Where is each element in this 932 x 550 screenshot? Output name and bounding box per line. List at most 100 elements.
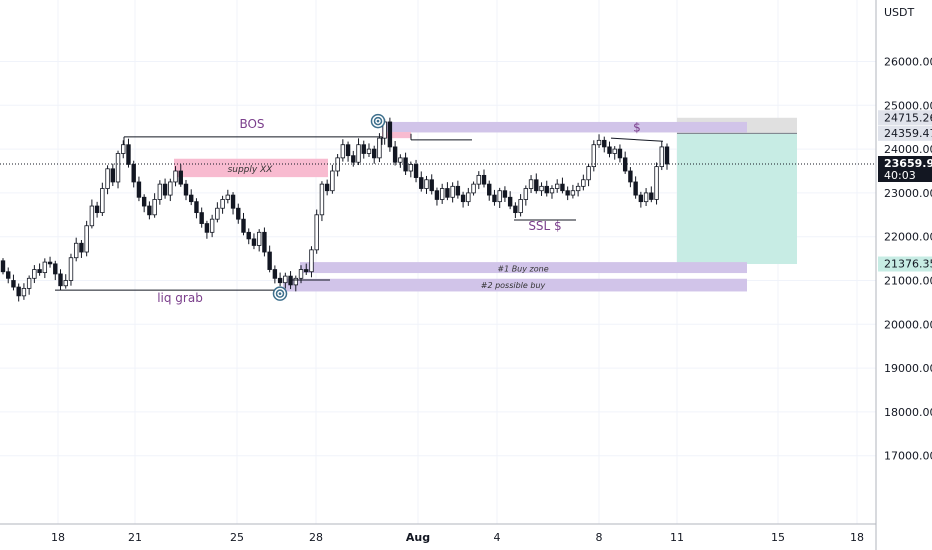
candle-body (298, 269, 304, 279)
candle-body (544, 185, 549, 194)
candle-body (293, 277, 298, 286)
price-badge-label: 21376.35 (884, 258, 932, 271)
price-badge-label: 24715.26 (884, 111, 932, 124)
time-tick-label: 11 (670, 531, 684, 544)
price-tick-label: 26000.00 (884, 56, 932, 69)
candle-body (424, 179, 429, 189)
annotation-lines (0, 113, 876, 301)
candle-body (314, 214, 319, 251)
price-tick-label: 18000.00 (884, 406, 932, 419)
candle-body (492, 194, 497, 203)
candle-body (0, 260, 6, 273)
candle-body (638, 194, 644, 203)
time-tick-label: 15 (771, 531, 785, 544)
candle-body (230, 194, 236, 209)
time-tick-label: 18 (51, 531, 65, 544)
candle-body (445, 188, 450, 198)
price-tick-label: 24000.00 (884, 143, 932, 156)
candle-body (581, 179, 586, 187)
candle-body (26, 277, 32, 289)
candle-body (63, 280, 68, 287)
candle-body (439, 188, 445, 200)
candle-body (68, 257, 74, 281)
candle-body (319, 183, 325, 216)
currency-label: USDT (884, 6, 915, 19)
candle-body (366, 148, 372, 154)
price-badge-bg (878, 155, 932, 182)
candle-body (345, 144, 351, 157)
candle-body (152, 199, 157, 216)
candle-body (549, 188, 555, 194)
time-axis[interactable]: 18 21 25 28 Aug 4 8 11 15 18 (51, 531, 864, 544)
price-tick-label: 19000.00 (884, 362, 932, 375)
candle-body (575, 185, 581, 192)
candle-body (267, 251, 272, 270)
price-badge-bg (878, 110, 932, 126)
candle-body (6, 271, 11, 279)
candle-body (100, 188, 105, 214)
candle-body (246, 231, 251, 240)
candle-body (356, 144, 361, 163)
candle-body (455, 185, 461, 196)
candle-body (21, 287, 27, 297)
candle-body (84, 225, 89, 253)
price-tick-label: 23000.00 (884, 187, 932, 200)
price-axis[interactable]: 17000.00 18000.00 19000.00 20000.00 21000.00… (884, 56, 932, 463)
candle-body (628, 170, 633, 183)
candle-body (507, 196, 513, 207)
time-tick-label: 25 (230, 531, 244, 544)
candle-body (16, 286, 21, 297)
possible-buy-zone-2 (283, 278, 747, 292)
candle-body (53, 263, 58, 275)
dollar-label: $ (633, 121, 641, 135)
candle-body (178, 170, 183, 185)
candle-body (183, 183, 189, 196)
candle-body (94, 205, 100, 214)
candle-body (330, 170, 335, 192)
candle-body (79, 242, 84, 253)
candles-layer (0, 117, 670, 302)
candle-body (189, 194, 194, 203)
candle-body (37, 269, 42, 274)
annotation-labels: BOS supply XX liq grab SSL $ $ #1 Buy zone #2 … (157, 117, 641, 305)
candle-body (105, 168, 110, 189)
candle-body (419, 177, 424, 189)
candle-body (586, 166, 591, 181)
candle-body (89, 205, 95, 227)
candle-body (136, 181, 142, 198)
candle-body (434, 190, 440, 200)
candle-body (225, 194, 231, 200)
candle-body (633, 181, 638, 196)
candle-body (309, 249, 314, 273)
time-tick-label: 18 (850, 531, 864, 544)
price-badge-label: 23659.90 (884, 157, 932, 170)
time-tick-label: 4 (494, 531, 501, 544)
buy-zone-1 (300, 262, 747, 274)
candle-body (481, 174, 487, 185)
candle-body (413, 164, 419, 178)
candle-body (622, 157, 628, 172)
candle-body (32, 269, 37, 279)
candle-body (487, 183, 492, 196)
candle-body (534, 179, 539, 192)
candle-body (131, 164, 136, 183)
top-pink-zone (382, 132, 411, 139)
price-badge-bg (878, 256, 932, 272)
candle-body (11, 280, 16, 288)
candle-body (283, 275, 288, 284)
candle-body (173, 170, 178, 183)
time-tick-label: 8 (596, 531, 603, 544)
candle-body (157, 183, 163, 200)
candle-body (42, 261, 48, 274)
ssl-label: SSL $ (528, 219, 561, 233)
candle-body (47, 261, 53, 265)
candle-body (241, 218, 246, 233)
candle-body (147, 205, 152, 216)
price-tick-label: 22000.00 (884, 231, 932, 244)
liq-grab-label: liq grab (157, 291, 203, 305)
candle-body (523, 188, 529, 200)
candle-body (513, 205, 518, 214)
candle-body (591, 144, 597, 168)
